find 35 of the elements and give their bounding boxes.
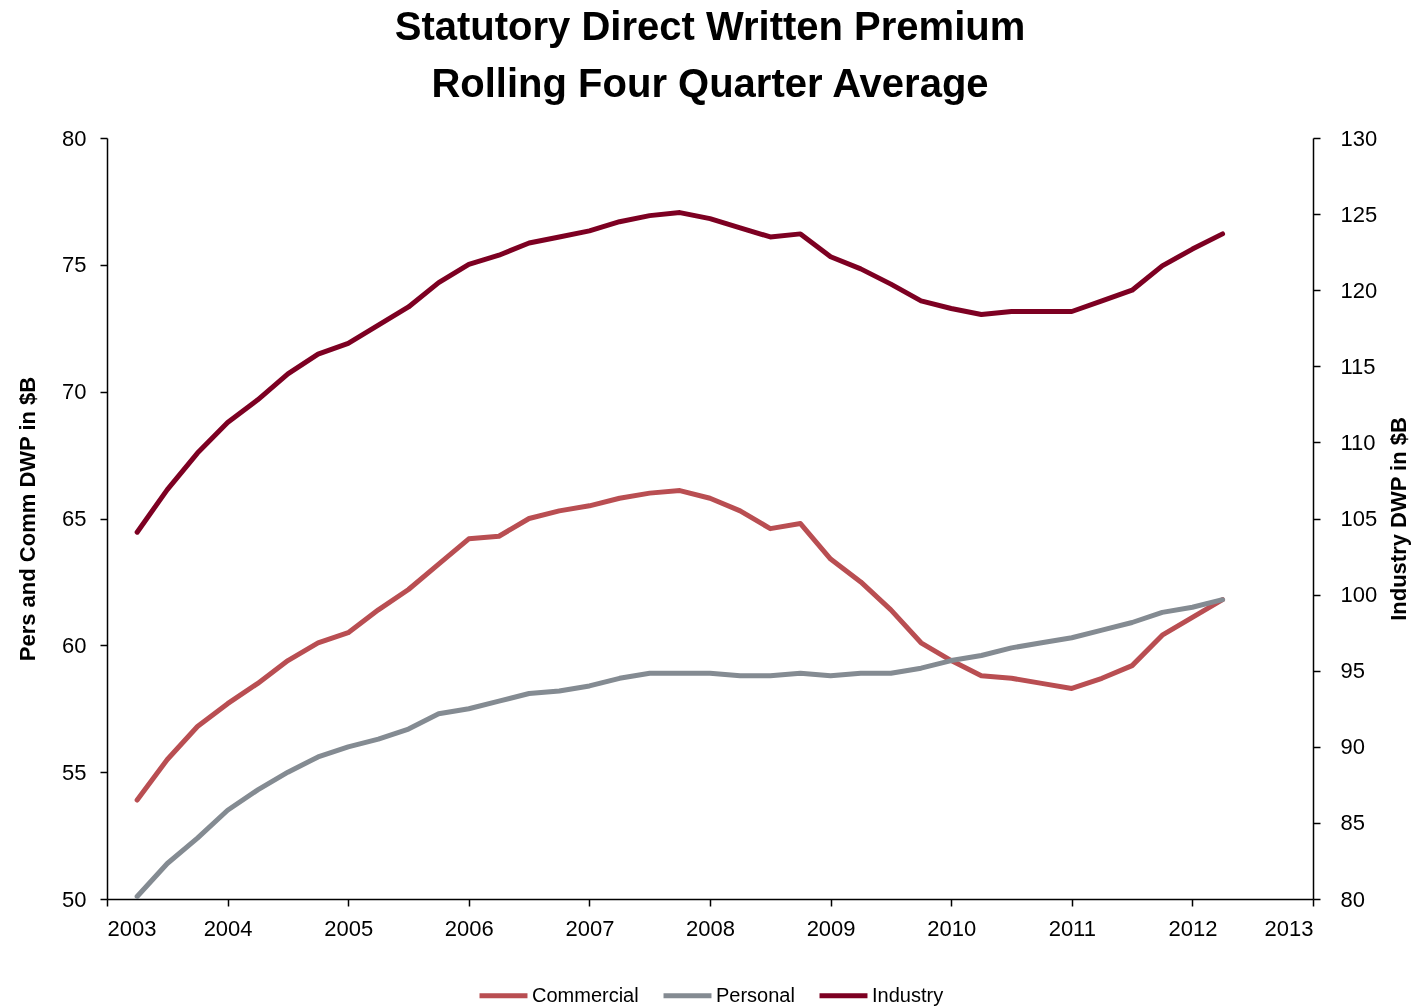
legend-label: Personal <box>716 983 795 1006</box>
legend-label: Industry <box>872 983 944 1006</box>
y2-tick-label: 90 <box>1340 734 1365 760</box>
y2-tick-label: 95 <box>1340 658 1365 684</box>
y2-tick-label: 100 <box>1340 582 1378 608</box>
y-tick-label: 70 <box>62 379 87 405</box>
legend-label: Commercial <box>532 983 639 1006</box>
y-tick-label: 80 <box>62 125 87 151</box>
x-tick-label: 2013 <box>1264 915 1314 941</box>
y-tick-label: 55 <box>62 759 87 785</box>
x-tick-label: 2004 <box>203 915 253 941</box>
y2-tick-label: 110 <box>1340 429 1376 455</box>
y-tick-label: 60 <box>62 632 87 658</box>
x-tick-label: 2012 <box>1168 915 1218 941</box>
x-tick-label: 2006 <box>444 915 494 941</box>
y-tick-label: 75 <box>62 252 87 278</box>
y-axis-title: Pers and Comm DWP in $B <box>15 376 41 662</box>
y-tick-label: 50 <box>62 886 87 912</box>
x-tick-label: 2010 <box>927 915 977 941</box>
y2-tick-label: 85 <box>1340 810 1365 836</box>
x-tick-label: 2003 <box>107 915 157 941</box>
x-tick-label: 2011 <box>1048 915 1096 941</box>
x-tick-label: 2005 <box>324 915 374 941</box>
y2-tick-label: 105 <box>1340 506 1378 531</box>
x-tick-label: 2008 <box>686 915 735 941</box>
chart-title: Statutory Direct Written Premium Rolling Four Quarter Average <box>394 4 1026 105</box>
y-tick-label: 65 <box>62 506 87 531</box>
y2-tick-label: 115 <box>1340 353 1376 379</box>
x-tick-label: 2009 <box>806 915 856 941</box>
y2-tick-label: 125 <box>1340 201 1378 227</box>
y2-axis-title: Industry DWP in $B <box>1386 417 1412 621</box>
x-tick-label: 2007 <box>565 915 615 941</box>
y2-tick-label: 80 <box>1340 886 1365 912</box>
y2-tick-label: 120 <box>1340 277 1378 303</box>
y2-tick-label: 130 <box>1340 125 1378 151</box>
